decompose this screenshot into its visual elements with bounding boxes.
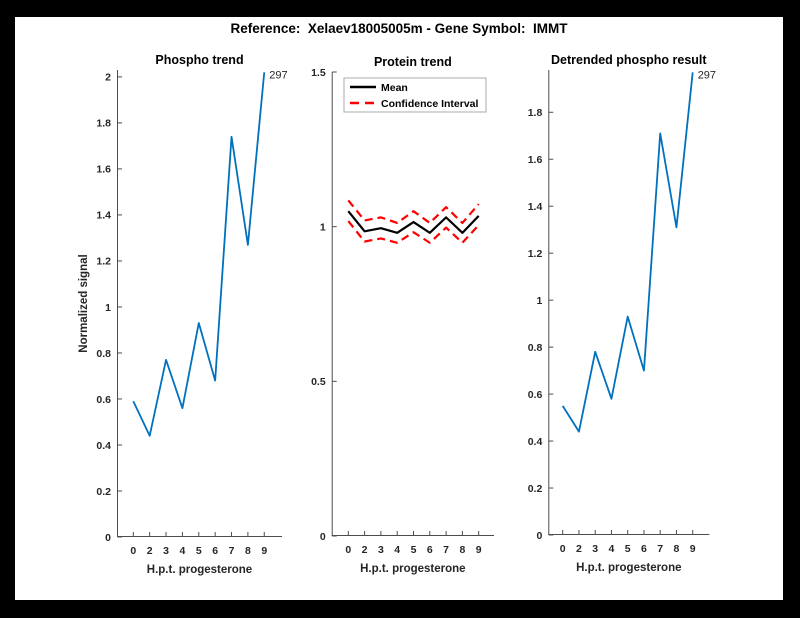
y-tick-label: 1.2 bbox=[96, 256, 111, 268]
x-tick-label: 2 bbox=[362, 544, 368, 556]
figure-canvas: Reference: Xelaev18005005m - Gene Symbol… bbox=[15, 17, 783, 600]
x-tick-label: 6 bbox=[427, 544, 433, 556]
y-tick-label: 1.6 bbox=[528, 154, 543, 166]
y-tick-label: 1 bbox=[105, 302, 111, 314]
x-axis-label: H.p.t. progesterone bbox=[360, 563, 465, 575]
x-tick-label: 6 bbox=[212, 545, 218, 557]
detrended-phospho-subplot: 00.20.40.60.811.21.41.61.80 2 3 4 5 6 7 8 9H.p.t… bbox=[528, 53, 716, 574]
x-tick-label: 8 bbox=[245, 545, 251, 557]
x-tick-label: 5 bbox=[196, 545, 202, 557]
y-tick-label: 1.2 bbox=[528, 248, 543, 260]
y-tick-label: 1.4 bbox=[96, 210, 111, 222]
y-tick-label: 1 bbox=[536, 295, 542, 307]
y-tick-label: 1.4 bbox=[528, 201, 543, 213]
x-tick-label: 5 bbox=[625, 543, 631, 555]
y-tick-label: 2 bbox=[105, 72, 111, 84]
trend-line bbox=[561, 72, 694, 433]
y-tick-label: 0 bbox=[320, 531, 326, 543]
y-tick-label: 1.8 bbox=[528, 107, 543, 119]
x-tick-label: 6 bbox=[641, 543, 647, 555]
legend-label: Mean bbox=[381, 82, 408, 94]
x-tick-label: 0 bbox=[345, 544, 351, 556]
legend-box bbox=[343, 77, 487, 113]
subplot-title: Phospho trend bbox=[155, 53, 243, 67]
x-tick-label: 3 bbox=[378, 544, 384, 556]
subplot-title: Protein trend bbox=[374, 55, 452, 69]
x-tick-label: 9 bbox=[261, 545, 267, 557]
mean-line bbox=[347, 210, 480, 234]
x-tick-label: 7 bbox=[443, 544, 449, 556]
y-tick-label: 0.2 bbox=[96, 486, 111, 498]
legend: Mean Confidence Interval bbox=[343, 77, 487, 113]
ci-lower-line bbox=[347, 220, 480, 244]
x-tick-label: 4 bbox=[394, 544, 400, 556]
subplot-title: Detrended phospho result bbox=[551, 53, 707, 67]
y-tick-label: 1 bbox=[320, 221, 326, 233]
x-tick-label: 4 bbox=[609, 543, 615, 555]
y-tick-label: 0.5 bbox=[311, 376, 326, 388]
y-tick-label: 0.4 bbox=[528, 436, 543, 448]
y-tick-label: 0.8 bbox=[96, 348, 111, 360]
x-axis-label: H.p.t. progesterone bbox=[147, 564, 252, 576]
x-tick-label: 8 bbox=[674, 543, 680, 555]
x-tick-label: 2 bbox=[147, 545, 153, 557]
y-axis-label: Normalized signal bbox=[78, 254, 90, 352]
x-tick-label: 9 bbox=[690, 543, 696, 555]
x-tick-label: 7 bbox=[229, 545, 235, 557]
x-tick-label: 0 bbox=[560, 543, 566, 555]
peptide-annotation: 297 bbox=[698, 69, 716, 81]
y-tick-label: 1.5 bbox=[311, 67, 326, 79]
plots-svg: 00.20.40.60.811.21.41.61.820 2 3 4 5 6 7 8 9H.p.… bbox=[78, 53, 716, 576]
x-axis-label: H.p.t. progesterone bbox=[576, 562, 681, 574]
x-tick-label: 7 bbox=[657, 543, 663, 555]
ci-upper-line bbox=[347, 199, 480, 225]
y-tick-label: 0 bbox=[105, 532, 111, 544]
y-tick-label: 0.4 bbox=[96, 440, 111, 452]
y-tick-label: 0 bbox=[536, 530, 542, 542]
y-tick-label: 1.8 bbox=[96, 118, 111, 130]
x-tick-label: 8 bbox=[459, 544, 465, 556]
x-tick-label: 2 bbox=[576, 543, 582, 555]
y-tick-label: 1.6 bbox=[96, 164, 111, 176]
x-tick-label: 3 bbox=[592, 543, 598, 555]
x-tick-label: 5 bbox=[411, 544, 417, 556]
figure-title: Reference: Xelaev18005005m - Gene Symbol… bbox=[230, 21, 568, 36]
phospho-trend-subplot: 00.20.40.60.811.21.41.61.820 2 3 4 5 6 7 8 9H.p.… bbox=[78, 53, 288, 576]
y-tick-label: 0.8 bbox=[528, 342, 543, 354]
x-tick-label: 4 bbox=[179, 545, 185, 557]
y-tick-label: 0.6 bbox=[96, 394, 111, 406]
x-tick-label: 3 bbox=[163, 545, 169, 557]
protein-trend-subplot: 00.511.50 2 3 4 5 6 7 8 9H.p.t. progesteroneProt… bbox=[311, 55, 494, 575]
peptide-annotation: 297 bbox=[269, 69, 287, 81]
legend-label: Confidence Interval bbox=[381, 98, 479, 110]
x-tick-label: 9 bbox=[476, 544, 482, 556]
y-tick-label: 0.2 bbox=[528, 483, 543, 495]
y-tick-label: 0.6 bbox=[528, 389, 543, 401]
trend-line bbox=[132, 72, 266, 437]
x-tick-label: 0 bbox=[130, 545, 136, 557]
